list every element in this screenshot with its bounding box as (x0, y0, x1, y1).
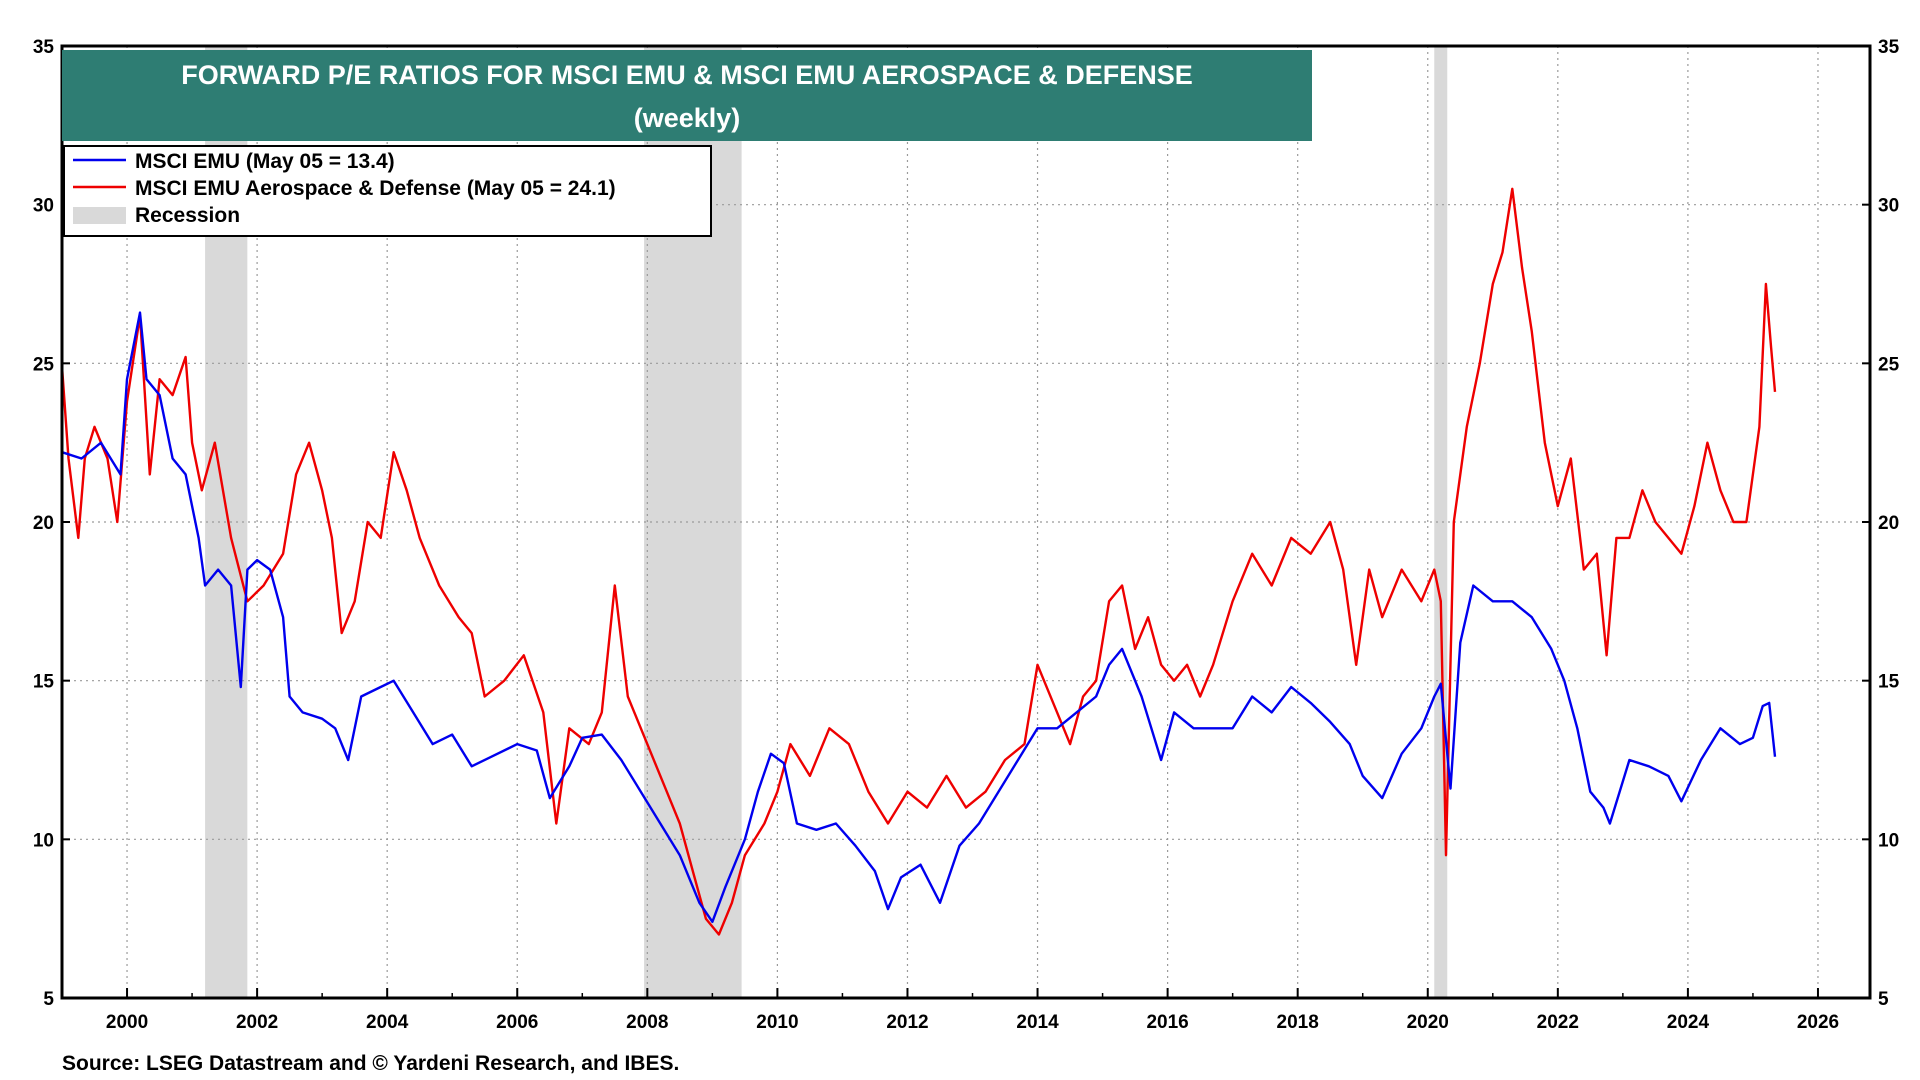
title-band: FORWARD P/E RATIOS FOR MSCI EMU & MSCI E… (62, 50, 1312, 141)
y-tick-label-left: 20 (33, 513, 54, 534)
x-tick-label: 2006 (496, 1012, 538, 1033)
legend-label-aerospace-defense: MSCI EMU Aerospace & Defense (May 05 = 2… (135, 177, 616, 200)
x-tick-label: 2022 (1537, 1012, 1579, 1033)
y-tick-label-right: 10 (1878, 830, 1899, 851)
y-tick-label-left: 35 (33, 37, 55, 58)
chart-title: FORWARD P/E RATIOS FOR MSCI EMU & MSCI E… (181, 60, 1193, 90)
x-tick-label: 2002 (236, 1012, 278, 1033)
x-tick-label: 2026 (1797, 1012, 1839, 1033)
series-layer (60, 187, 1777, 936)
chart-subtitle: (weekly) (634, 103, 741, 133)
legend-label-recession: Recession (135, 204, 240, 227)
y-tick-label-left: 10 (33, 830, 54, 851)
x-tick-label: 2020 (1407, 1012, 1449, 1033)
x-tick-label: 2004 (366, 1012, 409, 1033)
x-tick-label: 2010 (756, 1012, 798, 1033)
y-tick-label-right: 35 (1878, 37, 1900, 58)
x-tick-label: 2018 (1277, 1012, 1319, 1033)
legend: MSCI EMU (May 05 = 13.4) MSCI EMU Aerosp… (63, 145, 712, 237)
y-tick-label-right: 5 (1878, 989, 1889, 1010)
x-tick-label: 2008 (626, 1012, 668, 1033)
y-tick-label-right: 25 (1878, 354, 1900, 375)
x-tick-label: 2024 (1667, 1012, 1710, 1033)
series-line-msci-emu (61, 311, 1777, 923)
y-tick-label-right: 30 (1878, 196, 1899, 217)
y-tick-label-left: 5 (43, 989, 54, 1010)
series-line-aerospace-defense (60, 187, 1777, 936)
y-tick-label-left: 25 (33, 354, 55, 375)
x-tick-label: 2014 (1016, 1012, 1059, 1033)
source-note: Source: LSEG Datastream and © Yardeni Re… (62, 1052, 679, 1075)
y-tick-label-right: 20 (1878, 513, 1899, 534)
x-tick-label: 2000 (106, 1012, 148, 1033)
legend-box (63, 145, 712, 237)
y-tick-label-left: 30 (33, 196, 54, 217)
y-tick-label-right: 15 (1878, 672, 1900, 693)
y-tick-label-left: 15 (33, 672, 55, 693)
x-tick-label: 2016 (1146, 1012, 1188, 1033)
legend-label-msci-emu: MSCI EMU (May 05 = 13.4) (135, 150, 395, 173)
legend-swatch-recession (73, 207, 126, 224)
x-tick-label: 2012 (886, 1012, 928, 1033)
axis-ticks (61, 45, 1870, 999)
title-band-background (62, 50, 1312, 141)
